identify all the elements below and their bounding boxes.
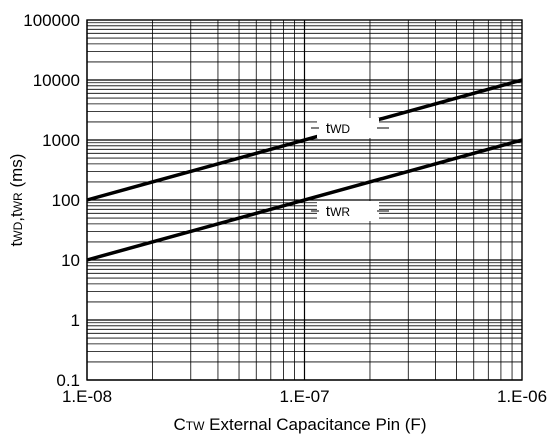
grid (86, 20, 522, 381)
y-tick-label: 100000 (23, 11, 80, 30)
x-tick-label: 1.E-07 (279, 387, 329, 406)
y-axis-title: tWD,tWR (ms) (7, 154, 26, 247)
y-tick-label: 1000 (42, 131, 80, 150)
y-tick-label: 1 (71, 311, 80, 330)
series-label-bg-tWD (317, 118, 379, 138)
series-label-tWD: tWD (326, 120, 350, 137)
series-layer: tWD tWR (86, 78, 523, 262)
series-line-tWR (86, 138, 523, 262)
x-tick-label: 1.E-08 (62, 387, 112, 406)
tick-labels: 0.1 1 10 100 1000 10000 100000 1.E-08 1.E-07 1.E-… (23, 11, 547, 406)
y-tick-label: 100 (52, 191, 80, 210)
series-label-bg-tWR (317, 201, 379, 221)
y-tick-label: 10 (61, 251, 80, 270)
x-tick-label: 1.E-06 (497, 387, 547, 406)
y-tick-label: 0.1 (56, 371, 80, 390)
y-tick-label: 10000 (33, 71, 80, 90)
x-axis-title: CTW External Capacitance Pin (F) (174, 415, 427, 434)
series-line-tWD (86, 78, 523, 202)
series-label-tWR: tWR (326, 203, 350, 220)
